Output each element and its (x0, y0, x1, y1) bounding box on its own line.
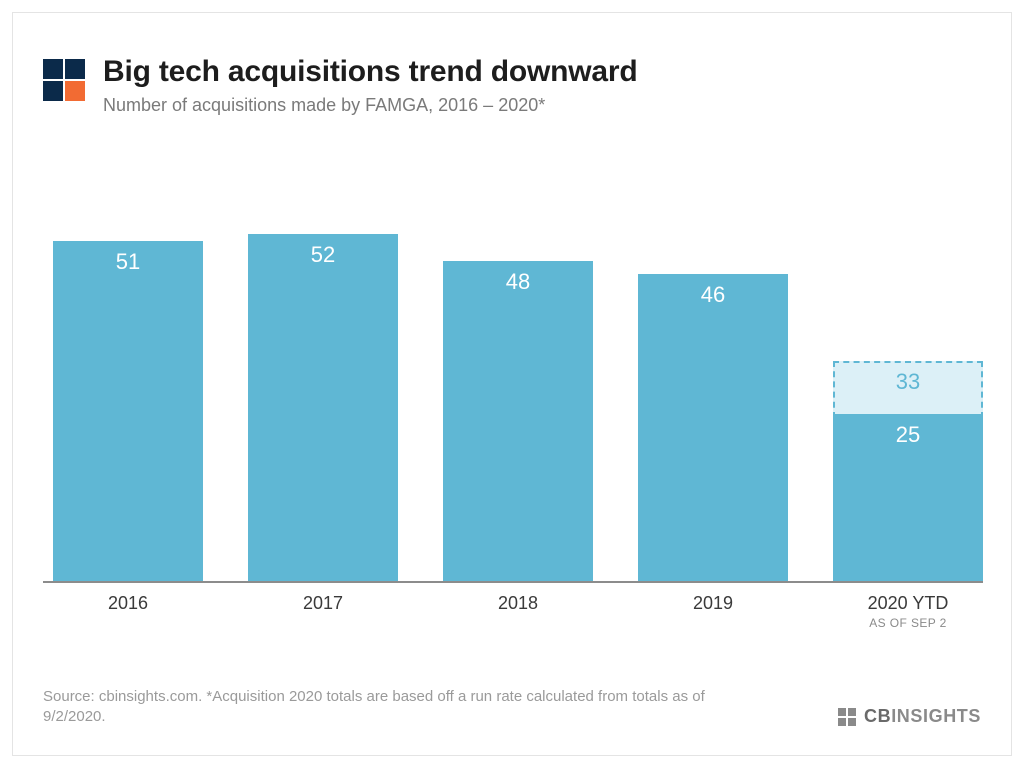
bar (248, 234, 398, 581)
brand-prefix: CB (864, 706, 891, 726)
bar-value-label: 48 (443, 269, 593, 295)
brand-mark: CBINSIGHTS (838, 706, 981, 727)
chart-title: Big tech acquisitions trend downward (103, 55, 638, 89)
bar-chart: 515248463325 20162017201820192020 YTDAS … (43, 183, 983, 613)
bar-slot: 51 (53, 181, 203, 581)
source-note: Source: cbinsights.com. *Acquisition 202… (43, 687, 743, 728)
plot-area: 51 52 48 46 33 25 (43, 183, 983, 583)
brand-suffix: INSIGHTS (891, 706, 981, 726)
bar (638, 274, 788, 581)
header: Big tech acquisitions trend downward Num… (43, 55, 638, 116)
cb-logo-icon (43, 59, 85, 101)
bar-value-label: 46 (638, 282, 788, 308)
chart-card: Big tech acquisitions trend downward Num… (12, 12, 1012, 756)
bar-slot: 52 (248, 181, 398, 581)
x-axis-label: 2018 (443, 593, 593, 614)
x-axis-label: 2016 (53, 593, 203, 614)
bar-value-label: 25 (833, 422, 983, 448)
x-axis-label: 2020 YTDAS OF SEP 2 (833, 593, 983, 630)
bar (53, 241, 203, 581)
x-axis-label: 2017 (248, 593, 398, 614)
bar-slot: 46 (638, 181, 788, 581)
footer: Source: cbinsights.com. *Acquisition 202… (43, 687, 981, 728)
bar-slot: 33 25 (833, 181, 983, 581)
bar-projection-label: 33 (833, 369, 983, 395)
bar-value-label: 51 (53, 249, 203, 275)
x-axis: 2016 2017 2018 2019 2020 YTDAS OF SEP 2 (43, 593, 983, 643)
cb-mini-logo-icon (838, 708, 856, 726)
bar-value-label: 52 (248, 242, 398, 268)
header-titles: Big tech acquisitions trend downward Num… (103, 55, 638, 116)
bar-slot: 48 (443, 181, 593, 581)
bar (443, 261, 593, 581)
x-axis-label: 2019 (638, 593, 788, 614)
chart-subtitle: Number of acquisitions made by FAMGA, 20… (103, 95, 638, 116)
